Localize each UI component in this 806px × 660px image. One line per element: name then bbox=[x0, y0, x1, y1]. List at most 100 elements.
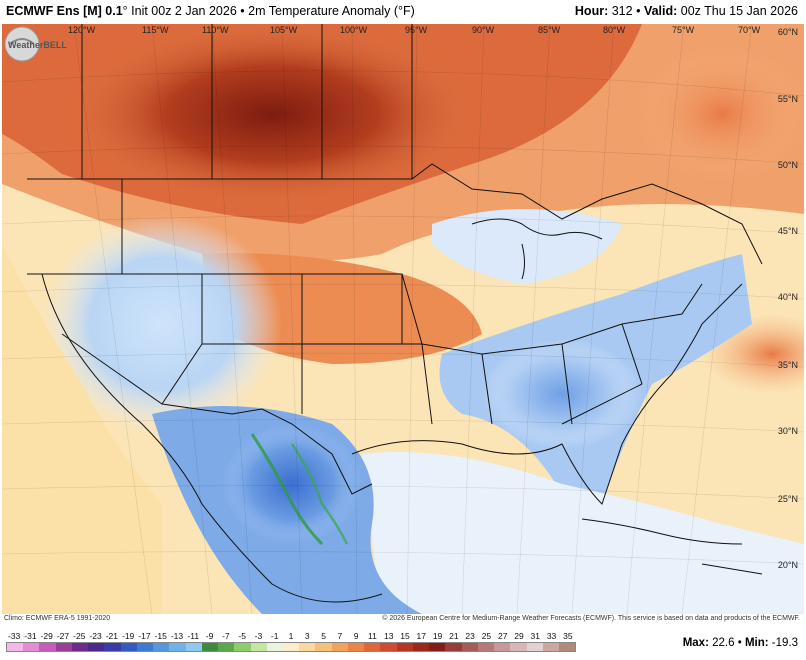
legend-swatch bbox=[412, 643, 430, 651]
great-lakes-outline bbox=[471, 218, 603, 280]
warm-anomaly-east-canada bbox=[632, 44, 804, 184]
meridian-110w bbox=[211, 24, 253, 614]
parallel-30n bbox=[2, 419, 804, 433]
legend-tick-label: -13 bbox=[170, 631, 184, 641]
lon-label-90w: 90°W bbox=[472, 25, 495, 35]
legend-tick-label: -23 bbox=[89, 631, 102, 641]
meridian-75w bbox=[626, 24, 685, 614]
legend-tick-label: -27 bbox=[56, 631, 70, 641]
legend-tick-label: -17 bbox=[138, 631, 151, 641]
legend-tick-label: 11 bbox=[368, 631, 377, 641]
legend-tick-label: -21 bbox=[105, 631, 118, 641]
legend-swatch bbox=[315, 643, 332, 651]
map-title: ECMWF Ens [M] 0.1° Init 00z 2 Jan 2026 •… bbox=[6, 4, 415, 18]
lon-label-70w: 70°W bbox=[738, 25, 761, 35]
lon-label-85w: 85°W bbox=[538, 25, 561, 35]
legend-swatch bbox=[364, 643, 381, 651]
meridian-95w bbox=[406, 24, 418, 614]
legend-swatch bbox=[429, 643, 446, 651]
legend-swatch bbox=[55, 643, 72, 651]
canada-province-lines bbox=[81, 24, 413, 179]
legend-swatch bbox=[153, 643, 170, 651]
field-name: 2m Temperature Anomaly (°F) bbox=[248, 4, 415, 18]
lat-label-25n: 25°N bbox=[777, 494, 798, 504]
us-mexico-border bbox=[61, 333, 373, 495]
legend-swatch bbox=[494, 643, 511, 651]
model-name: ECMWF Ens [M] 0.1 bbox=[6, 4, 123, 18]
legend-swatch bbox=[477, 643, 495, 651]
min-value: -19.3 bbox=[771, 637, 798, 649]
legend-swatch bbox=[88, 643, 105, 651]
very-cold-ridge-2 bbox=[290, 443, 349, 545]
lon-label-75w: 75°W bbox=[672, 25, 695, 35]
legend-swatch bbox=[201, 643, 219, 651]
meridian-100w bbox=[351, 24, 358, 614]
max-value: 22.6 bbox=[712, 637, 735, 649]
lon-label-95w: 95°W bbox=[405, 25, 428, 35]
legend-tick-label: 29 bbox=[514, 631, 524, 641]
valid-label: Valid: bbox=[643, 4, 678, 18]
legend-swatch bbox=[218, 643, 235, 651]
legend-swatch bbox=[185, 643, 202, 651]
cool-anomaly-great-lakes bbox=[432, 209, 622, 284]
max-label: Max: bbox=[682, 637, 709, 649]
legend-swatch bbox=[526, 643, 543, 651]
header-bar: ECMWF Ens [M] 0.1° Init 00z 2 Jan 2026 •… bbox=[0, 0, 806, 24]
us-canada-border bbox=[27, 163, 763, 265]
legend-swatch bbox=[461, 643, 478, 651]
legend-swatch bbox=[169, 643, 186, 651]
lon-label-105w: 105°W bbox=[270, 25, 298, 35]
climo-note: Climo: ECMWF ERA-5 1991-2020 bbox=[4, 615, 111, 622]
legend-swatch bbox=[558, 643, 576, 651]
lon-label-120w: 120°W bbox=[68, 25, 96, 35]
meridian-120w bbox=[73, 24, 153, 614]
legend-tick-label: 5 bbox=[321, 631, 326, 641]
lat-label-40n: 40°N bbox=[777, 292, 798, 302]
anomaly-map[interactable]: 120°W 115°W 110°W 105°W 100°W 95°W 90°W … bbox=[2, 24, 804, 614]
legend-tick-label: 13 bbox=[383, 631, 394, 641]
title-bullet-2: • bbox=[636, 4, 641, 18]
legend-swatch bbox=[510, 643, 527, 651]
legend-tick-label: -9 bbox=[205, 631, 214, 641]
parallel-40n bbox=[2, 284, 804, 300]
legend-tick-label: -1 bbox=[270, 631, 279, 641]
legend-tick-label: 33 bbox=[546, 631, 557, 641]
hour-label: Hour: bbox=[574, 4, 609, 18]
map-canvas bbox=[2, 24, 804, 614]
legend-tick-label: 25 bbox=[481, 631, 492, 641]
lat-label-45n: 45°N bbox=[777, 226, 798, 236]
legend-swatch bbox=[542, 643, 559, 651]
legend-tick-label: -31 bbox=[24, 631, 37, 641]
legend-tick-label: 17 bbox=[416, 631, 427, 641]
legend-tick-label: 7 bbox=[337, 631, 343, 641]
logo-text: WeatherBELL bbox=[8, 40, 67, 50]
legend-tick-label: 15 bbox=[400, 631, 410, 641]
legend-tick-label: -29 bbox=[40, 631, 53, 641]
lon-label-110w: 110°W bbox=[202, 25, 229, 35]
legend-tick-labels: -33 -31 -29 -27 -25 -23 -21 -19 -17 -15 -13 -11 -9 -7… bbox=[6, 631, 576, 641]
valid-value: 00z Thu 15 Jan 2026 bbox=[680, 4, 798, 18]
legend-tick-label: 1 bbox=[288, 631, 294, 641]
meridian-115w bbox=[151, 24, 213, 614]
legend-tick-label: 27 bbox=[497, 631, 508, 641]
legend-tick-label: 19 bbox=[432, 631, 443, 641]
legend-swatch bbox=[39, 643, 56, 651]
legend-tick-label: -11 bbox=[187, 631, 200, 641]
init-time: Init 00z 2 Jan 2026 bbox=[131, 4, 237, 18]
legend-swatch bbox=[23, 643, 40, 651]
degree-symbol: ° bbox=[122, 4, 128, 18]
legend-tick-label: -25 bbox=[73, 631, 86, 641]
legend-swatch bbox=[299, 643, 316, 651]
lat-label-55n: 55°N bbox=[777, 94, 798, 104]
lon-label-80w: 80°W bbox=[603, 25, 626, 35]
legend-swatch bbox=[396, 643, 413, 651]
meridian-70w bbox=[681, 24, 753, 614]
cold-core-mexico bbox=[222, 424, 362, 544]
cool-core-southeast bbox=[482, 339, 642, 449]
max-min-stats: Max: 22.6 • Min: -19.3 bbox=[682, 637, 798, 649]
legend-tick-label: -19 bbox=[121, 631, 135, 641]
legend-swatch bbox=[380, 643, 397, 651]
legend-swatch bbox=[250, 643, 267, 651]
legend-tick-label: -3 bbox=[254, 631, 263, 641]
legend-tick-label: -7 bbox=[222, 631, 230, 641]
